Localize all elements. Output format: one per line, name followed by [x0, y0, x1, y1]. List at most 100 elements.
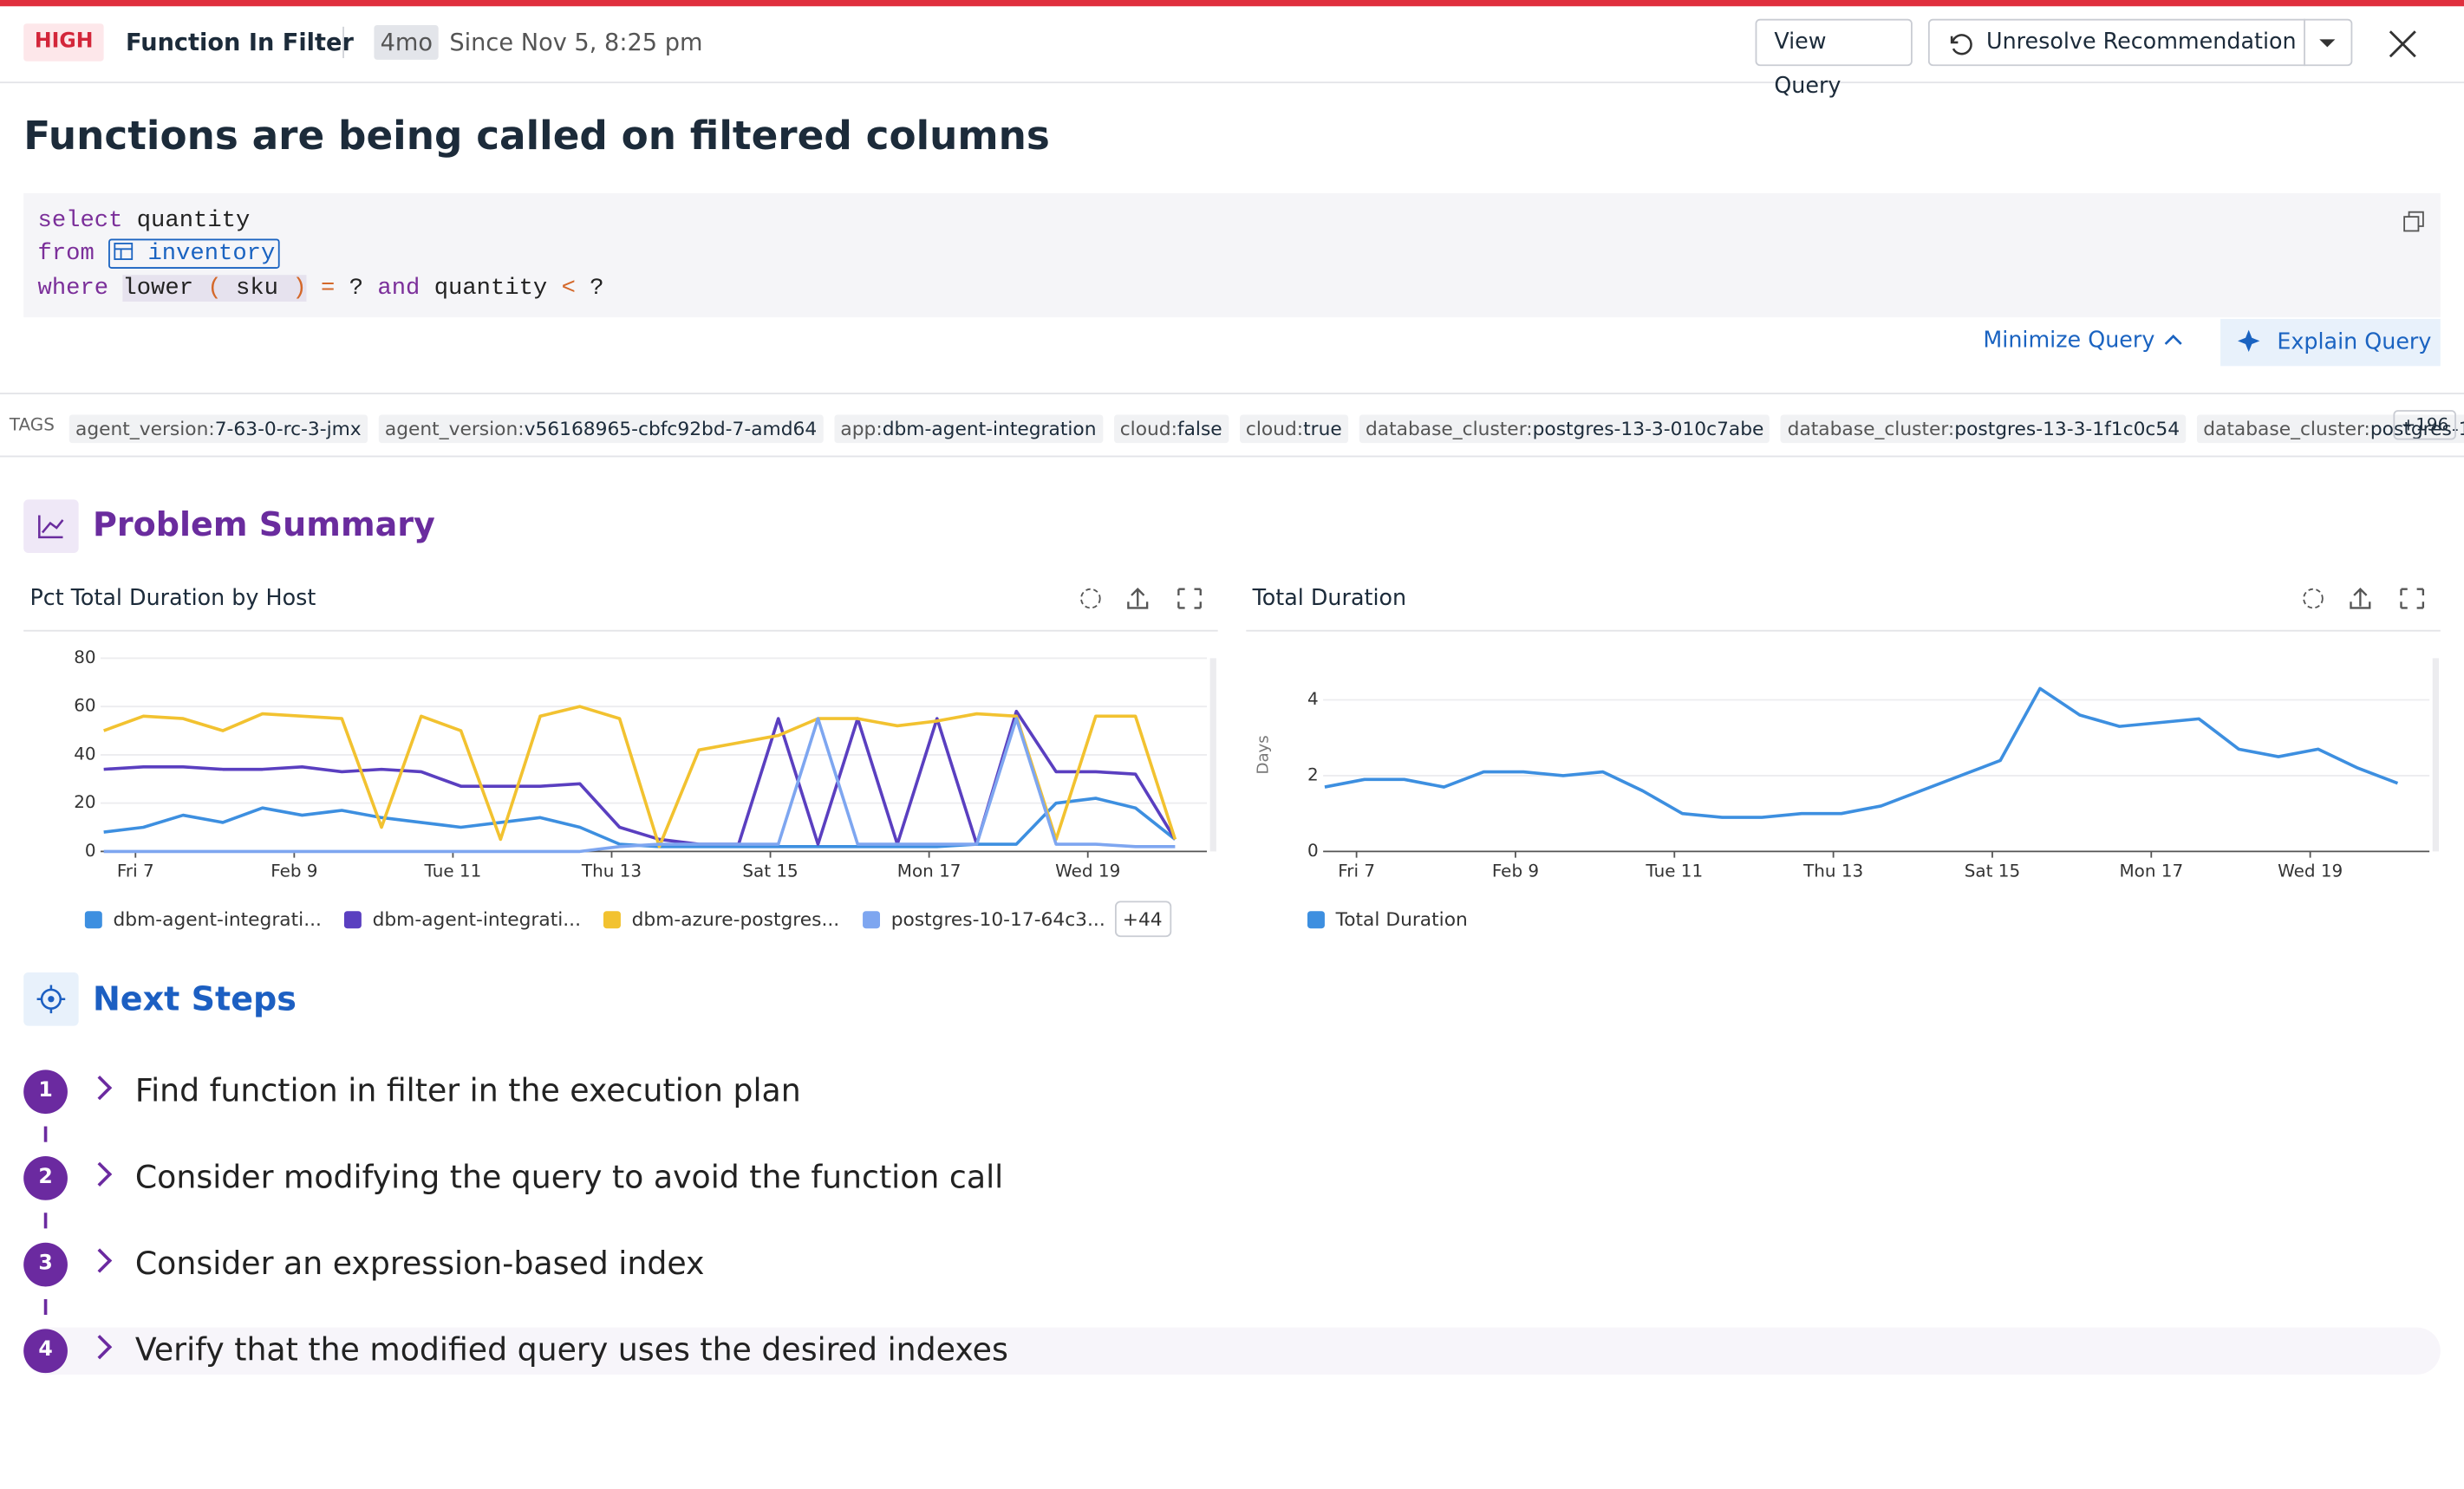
- x-tick-label: Fri 7: [1338, 861, 1375, 881]
- x-tick-label: Mon 17: [897, 861, 961, 881]
- tag: agent_version:v56168965-cbfc92bd-7-amd64: [378, 414, 824, 444]
- legend-swatch: [343, 911, 362, 929]
- tag-value: 7-63-0-rc-3-jmx: [214, 418, 362, 440]
- legend-swatch: [84, 911, 102, 929]
- step-text: Find function in filter in the execution…: [134, 1071, 801, 1109]
- partial-hatch: [2432, 658, 2439, 852]
- y-tick-label: 80: [74, 647, 95, 667]
- identifier: sku: [236, 275, 279, 302]
- identifier: quantity: [136, 207, 251, 235]
- step[interactable]: 1 Find function in filter in the executio…: [23, 1069, 2441, 1142]
- link-label: Minimize Query: [1983, 328, 2155, 354]
- step[interactable]: 2 Consider modifying the query to avoid t…: [23, 1154, 2441, 1229]
- sparkle-icon: [2238, 329, 2260, 352]
- unresolve-button[interactable]: Unresolve Recommendation: [1927, 18, 2353, 67]
- tag: app:dbm-agent-integration: [834, 414, 1103, 444]
- y-tick-label: 0: [1307, 841, 1319, 861]
- section-title: Next Steps: [92, 980, 297, 1018]
- y-tick-label: 4: [1307, 689, 1319, 709]
- identifier: quantity: [433, 275, 548, 302]
- connector: [43, 1298, 48, 1316]
- tag-key: agent_version:: [384, 418, 525, 440]
- chart: 0 20 40 60 80 Fri 7 Feb 9 Tue 11 Thu 13 Sat 15 Mon…: [74, 647, 1216, 938]
- x-tick-label: Thu 13: [1802, 861, 1863, 881]
- chevron: [87, 1076, 113, 1101]
- legend-more-box[interactable]: [1114, 901, 1172, 938]
- explain-query-button[interactable]: Explain Query: [2220, 318, 2441, 367]
- legend-label: dbm-agent-integrati...: [373, 909, 581, 931]
- line: [103, 797, 1177, 849]
- line: [1324, 686, 2399, 819]
- tag-key: database_cluster:: [2203, 418, 2370, 440]
- x-tick-label: Mon 17: [2119, 861, 2183, 881]
- split: [2304, 18, 2305, 67]
- legend-swatch: [603, 911, 621, 929]
- x-tick-label: Thu 13: [581, 861, 642, 881]
- steps-icon-box: [23, 972, 79, 1026]
- since: Since Nov 5, 8:25 pm: [449, 28, 703, 57]
- close-icon[interactable]: [2385, 27, 2420, 62]
- chevron: [87, 1161, 113, 1187]
- minimize-query[interactable]: Minimize Query: [1983, 328, 2183, 354]
- query-line: select quantity: [38, 207, 251, 234]
- divider: [23, 629, 1218, 632]
- tag-value: postgres-13-3-1f1c0c54: [1954, 418, 2180, 440]
- severity-badge: HIGH: [23, 23, 105, 62]
- recommendation-type: Function In Filter: [126, 28, 354, 57]
- highlight: lower ( sku ): [122, 275, 307, 302]
- x-tick-label: Sat 15: [1965, 861, 2020, 881]
- tags-row: [0, 393, 2464, 458]
- step[interactable]: 4 Verify that the modified query uses the…: [23, 1327, 2441, 1375]
- connector: [43, 1213, 48, 1229]
- age-badge: 4mo: [374, 25, 440, 60]
- dropdown-caret[interactable]: [2313, 31, 2342, 53]
- button-label: Unresolve Recommendation: [1986, 29, 2297, 55]
- y-tick-label: 60: [74, 696, 95, 716]
- keyword: where: [37, 275, 109, 302]
- divider: [0, 81, 2464, 84]
- copy-icon[interactable]: [2402, 209, 2427, 234]
- chart-actions[interactable]: [2298, 582, 2429, 614]
- table-link[interactable]: inventory: [108, 238, 280, 269]
- chevron-up: [2164, 334, 2182, 345]
- tag-list: agent_version: 7-63-0-rc-3-jmx agent_versi…: [68, 412, 2464, 444]
- chart-actions[interactable]: [1075, 582, 1207, 614]
- chart-icon: [38, 515, 64, 539]
- paren: ): [292, 275, 307, 302]
- chart-title: Pct Total Duration by Host: [29, 586, 316, 612]
- step-number: 4: [23, 1329, 68, 1374]
- severity-bar: [0, 0, 2464, 7]
- step-number: 2: [23, 1156, 68, 1200]
- legend-label: Total Duration: [1335, 909, 1468, 931]
- table-name: inventory: [147, 240, 276, 268]
- x-tick-label: Tue 11: [1645, 861, 1703, 881]
- legend-label: postgres-10-17-64c3...: [891, 909, 1105, 931]
- separator: [342, 26, 344, 59]
- step-number: 1: [23, 1070, 68, 1115]
- section-title: Problem Summary: [92, 505, 435, 544]
- tag-key: app:: [840, 418, 883, 440]
- y-tick-label: 20: [74, 792, 95, 812]
- tag-value: postgres-13-3-010c7abe: [1532, 418, 1764, 440]
- tag-key: database_cluster:: [1365, 418, 1533, 440]
- tag-key: cloud:: [1245, 418, 1304, 440]
- heading: Functions are being called on filtered c…: [23, 113, 1050, 159]
- keyword: select: [37, 207, 123, 235]
- x-tick-label: Fri 7: [117, 861, 154, 881]
- more-tags[interactable]: +196: [2393, 410, 2457, 440]
- tag-key: database_cluster:: [1787, 418, 1955, 440]
- tag-value: dbm-agent-integration: [882, 418, 1097, 440]
- step[interactable]: 3 Consider an expression-based index: [23, 1241, 2441, 1316]
- step-text: Verify that the modified query uses the …: [134, 1330, 1008, 1369]
- tag-key: cloud:: [1119, 418, 1177, 440]
- connector: [43, 1126, 48, 1142]
- legend-more: +44: [1123, 909, 1163, 931]
- x-tick-label: Feb 9: [271, 861, 317, 881]
- y-axis-label: Days: [1254, 735, 1272, 774]
- placeholder: ?: [349, 275, 364, 302]
- view-query-button[interactable]: View Query: [1755, 18, 1913, 99]
- x-tick-label: Sat 15: [742, 861, 798, 881]
- placeholder: ?: [590, 275, 604, 302]
- function: lower: [122, 275, 194, 302]
